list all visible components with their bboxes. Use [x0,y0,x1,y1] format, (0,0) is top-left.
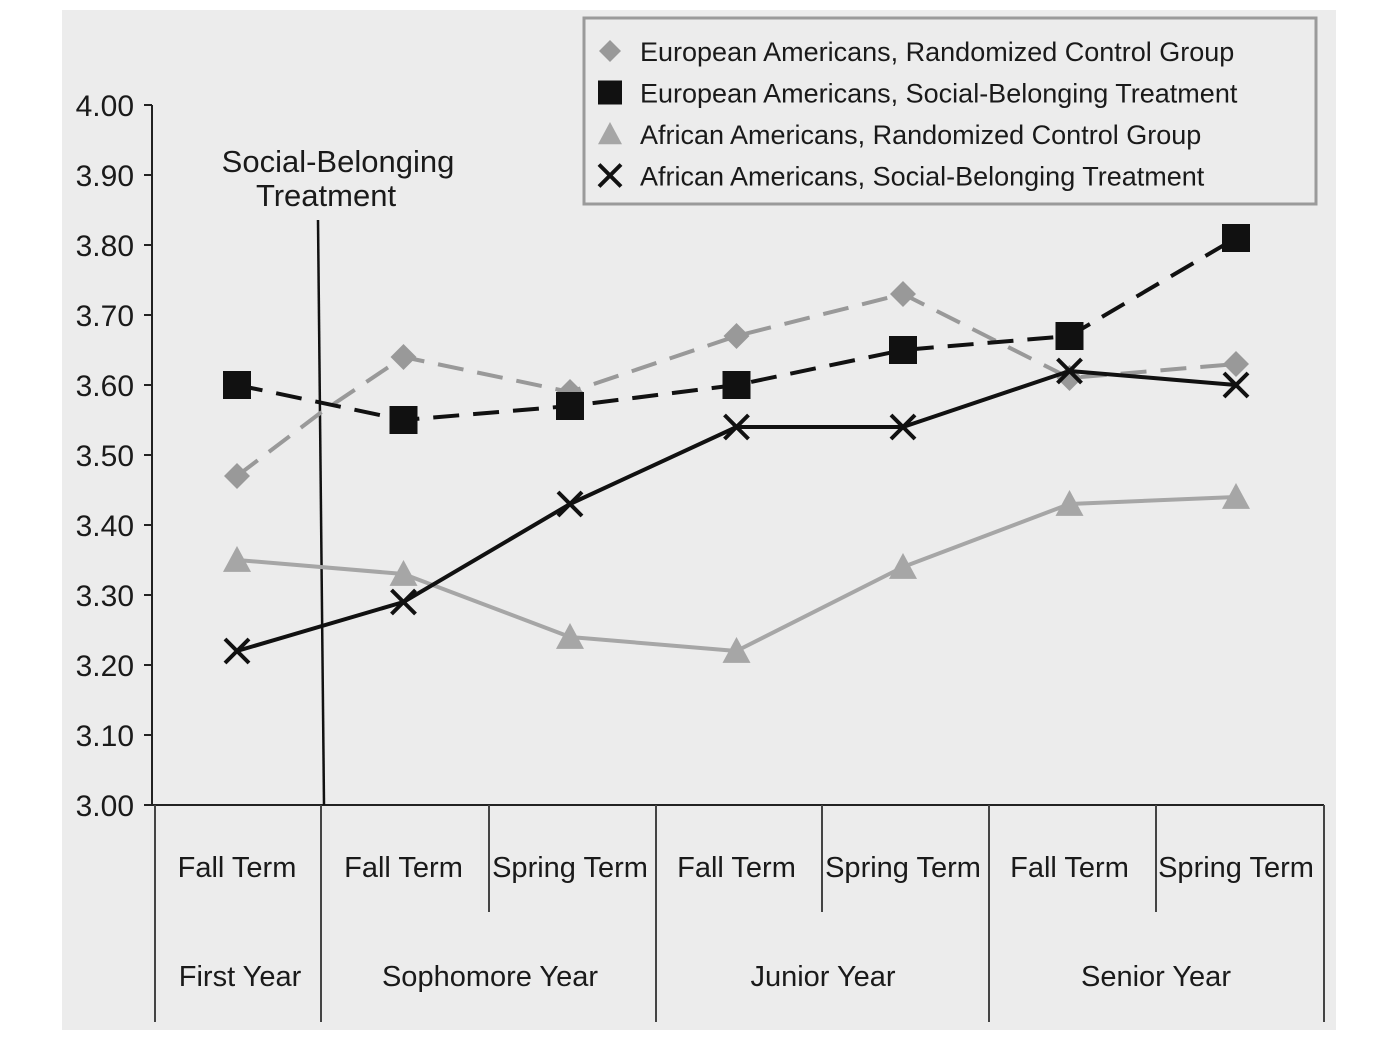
y-tick-label: 3.70 [76,300,134,333]
data-point-triangle [556,623,584,649]
legend-label: European Americans, Randomized Control G… [640,37,1234,67]
data-point-square [722,371,751,399]
data-point-diamond [1223,351,1249,377]
annotation-line2: Treatment [256,178,397,213]
data-point-x [1056,357,1083,385]
data-point-diamond [890,281,916,307]
term-label: Fall Term [344,852,463,884]
data-point-square [389,406,418,434]
axes [151,105,1325,1022]
legend-label: African Americans, Randomized Control Gr… [640,120,1201,150]
term-label: Fall Term [178,852,297,884]
term-label: Fall Term [677,852,796,884]
data-point-triangle [389,560,418,586]
year-label: Senior Year [1081,961,1231,993]
data-point-x [597,163,623,188]
term-label: Spring Term [492,852,648,884]
data-point-x [1222,371,1250,399]
data-point-diamond [390,344,417,370]
y-axis-ticks: 3.00 3.10 3.20 3.30 3.40 3.50 3.60 3.70 3.80 3.90… [76,90,152,823]
data-point-square [1222,224,1250,252]
y-tick-label: 3.40 [76,510,134,543]
data-point-diamond [224,463,250,489]
term-label: Spring Term [825,852,981,884]
year-label: Sophomore Year [382,961,598,993]
data-point-triangle [889,553,917,579]
legend: European Americans, Randomized Control G… [582,16,1318,206]
data-point-triangle [722,637,751,663]
data-point-triangle [1222,483,1250,509]
series-4 [223,357,1250,665]
data-point-triangle [1055,490,1084,516]
series-group [223,224,1250,665]
data-point-x [556,490,584,518]
series-2 [223,224,1250,434]
data-point-x [889,413,917,441]
x-axis-categories: Fall Term Fall Term Spring Term Fall Term Sp… [178,852,1314,993]
y-tick-label: 3.00 [76,790,134,823]
data-point-square [223,371,251,399]
data-point-x [723,413,750,441]
data-point-square [889,336,917,364]
data-point-triangle [598,122,622,145]
series-3 [223,483,1250,663]
legend-label: African Americans, Social-Belonging Trea… [640,162,1205,192]
data-point-diamond [599,40,621,62]
y-tick-label: 3.80 [76,230,134,263]
y-tick-label: 3.30 [76,580,134,613]
legend-box [582,16,1318,206]
data-point-square [556,392,584,420]
year-label: Junior Year [750,961,895,993]
treatment-marker-line [316,219,326,806]
term-label: Spring Term [1158,852,1314,884]
y-tick-label: 3.10 [76,720,134,753]
legend-label: European Americans, Social-Belonging Tre… [640,79,1238,109]
y-tick-label: 3.20 [76,650,134,683]
y-tick-label: 3.90 [76,160,134,193]
data-point-square [598,80,622,105]
y-tick-label: 3.60 [76,370,134,403]
data-point-square [1055,322,1084,350]
data-point-diamond [723,323,750,349]
data-point-x [390,588,417,616]
annotation-line1: Social-Belonging [222,144,455,179]
data-point-x [223,637,251,665]
term-label: Fall Term [1010,852,1129,884]
y-tick-label: 3.50 [76,440,134,473]
year-label: First Year [179,961,302,993]
data-point-triangle [223,546,251,572]
y-tick-label: 4.00 [76,90,134,123]
treatment-annotation: Social-Belonging Treatment [222,144,455,806]
